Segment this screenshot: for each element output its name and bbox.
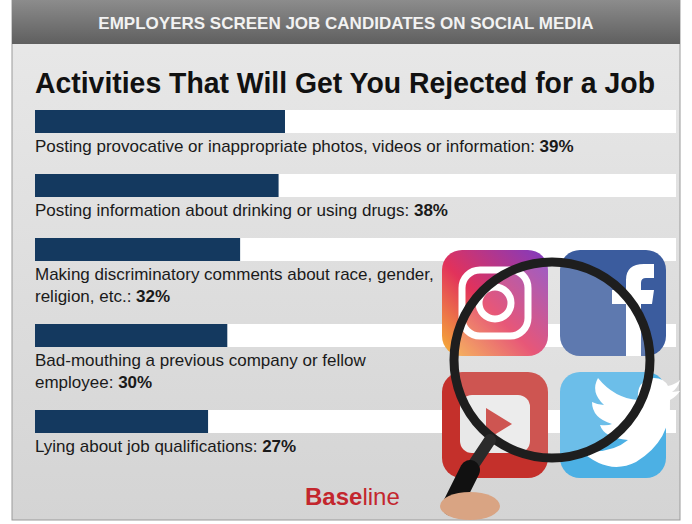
header-band — [12, 0, 680, 44]
title: Activities That Will Get You Rejected fo… — [35, 67, 655, 99]
bar-label: Posting information about drinking or us… — [35, 201, 448, 220]
data-label: 39% — [540, 137, 574, 156]
bar-label: Posting provocative or inappropriate pho… — [35, 137, 574, 156]
hand — [440, 492, 500, 520]
category-label: Making discriminatory comments about rac… — [35, 265, 434, 284]
source-logo-part: line — [362, 483, 399, 510]
chart: EMPLOYERS SCREEN JOB CANDIDATES ON SOCIA… — [0, 0, 692, 524]
category-label: Posting information about drinking or us… — [35, 201, 409, 220]
social-icons — [440, 250, 680, 520]
data-label: 38% — [414, 201, 448, 220]
category-label: Posting provocative or inappropriate pho… — [35, 137, 535, 156]
bar — [35, 174, 279, 197]
source-logo-part: Base — [305, 483, 362, 510]
data-label: 32% — [136, 287, 170, 306]
bar-track — [35, 174, 676, 197]
source-logo: Baseline — [305, 483, 400, 510]
bar — [35, 110, 285, 133]
bar-track — [35, 110, 676, 133]
data-label: 30% — [118, 373, 152, 392]
category-label: employee: — [35, 373, 113, 392]
category-label: Lying about job qualifications: — [35, 437, 257, 456]
data-label: 27% — [262, 437, 296, 456]
bar — [35, 410, 208, 433]
bar-label: Bad-mouthing a previous company or fello… — [35, 351, 366, 370]
bar-label: employee: 30% — [35, 373, 152, 392]
magnifier-lens — [454, 262, 650, 458]
category-label: religion, etc.: — [35, 287, 131, 306]
bar-label: Making discriminatory comments about rac… — [35, 265, 434, 284]
background — [12, 0, 680, 520]
bar — [35, 324, 227, 347]
bar-label: Lying about job qualifications: 27% — [35, 437, 296, 456]
bar-label: religion, etc.: 32% — [35, 287, 170, 306]
header-text: EMPLOYERS SCREEN JOB CANDIDATES ON SOCIA… — [98, 14, 593, 33]
bar — [35, 238, 240, 261]
category-label: Bad-mouthing a previous company or fello… — [35, 351, 366, 370]
